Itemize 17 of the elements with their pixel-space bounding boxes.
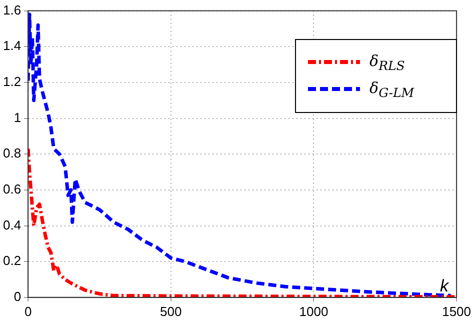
x-tick-label: 1500: [442, 304, 471, 319]
legend-label: δ$_{G-LM}$: [370, 78, 414, 100]
y-tick-label: 0.8: [2, 146, 22, 161]
line-series: [28, 12, 453, 298]
legend-label: δ$_{RLS}$: [370, 52, 405, 73]
y-tick-label: 1: [14, 110, 22, 125]
x-tick-label: 500: [160, 304, 182, 319]
x-tick-label: 1000: [299, 304, 328, 319]
y-tick-label: 0: [14, 288, 22, 304]
y-tick-label: 1.2: [2, 74, 22, 90]
y-tick-label: 1.4: [2, 38, 22, 54]
y-tick-label: 0.6: [2, 182, 22, 197]
y-tick-label: 1.6: [2, 2, 22, 18]
y-tick-label: 0.2: [2, 253, 22, 268]
x-axis-title: k: [440, 276, 450, 296]
x-tick-label: 0: [24, 304, 32, 319]
y-tick-label: 0.4: [2, 217, 22, 232]
